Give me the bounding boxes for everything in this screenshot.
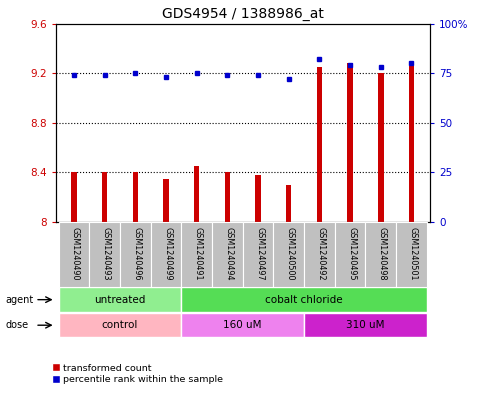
Text: dose: dose <box>6 320 29 331</box>
Text: GSM1240501: GSM1240501 <box>409 227 417 281</box>
Bar <box>181 287 427 312</box>
Text: GSM1240493: GSM1240493 <box>101 227 111 281</box>
Title: GDS4954 / 1388986_at: GDS4954 / 1388986_at <box>162 7 324 21</box>
Text: GSM1240492: GSM1240492 <box>316 227 326 281</box>
Bar <box>335 222 366 287</box>
Text: GSM1240497: GSM1240497 <box>255 227 264 281</box>
Bar <box>396 222 427 287</box>
Text: GSM1240494: GSM1240494 <box>225 227 233 281</box>
Text: GSM1240500: GSM1240500 <box>286 227 295 281</box>
Bar <box>71 173 77 222</box>
Bar <box>212 222 243 287</box>
Bar <box>304 313 427 338</box>
Legend: transformed count, percentile rank within the sample: transformed count, percentile rank withi… <box>48 360 227 388</box>
Bar <box>120 222 151 287</box>
Text: 160 uM: 160 uM <box>224 320 262 330</box>
Text: GSM1240499: GSM1240499 <box>163 227 172 281</box>
Text: control: control <box>102 320 138 330</box>
Bar <box>273 222 304 287</box>
Bar <box>89 222 120 287</box>
Bar <box>58 222 89 287</box>
Text: cobalt chloride: cobalt chloride <box>265 295 343 305</box>
Bar <box>286 185 292 222</box>
Text: GSM1240491: GSM1240491 <box>194 227 203 281</box>
Bar <box>181 313 304 338</box>
Bar <box>366 222 396 287</box>
Bar <box>181 222 212 287</box>
Bar <box>225 173 230 222</box>
Text: GSM1240498: GSM1240498 <box>378 227 387 281</box>
Text: 310 uM: 310 uM <box>346 320 384 330</box>
Bar <box>304 222 335 287</box>
Bar <box>163 179 169 222</box>
Bar <box>256 175 261 222</box>
Bar <box>132 173 138 222</box>
Bar <box>243 222 273 287</box>
Text: GSM1240490: GSM1240490 <box>71 227 80 281</box>
Text: GSM1240496: GSM1240496 <box>132 227 142 281</box>
Bar <box>378 73 384 222</box>
Bar <box>58 287 181 312</box>
Text: agent: agent <box>6 295 34 305</box>
Bar <box>409 66 414 222</box>
Text: GSM1240495: GSM1240495 <box>347 227 356 281</box>
Bar <box>317 67 322 222</box>
Bar <box>347 63 353 222</box>
Bar <box>151 222 181 287</box>
Text: untreated: untreated <box>94 295 146 305</box>
Bar <box>194 166 199 222</box>
Bar <box>102 173 107 222</box>
Bar <box>58 313 181 338</box>
